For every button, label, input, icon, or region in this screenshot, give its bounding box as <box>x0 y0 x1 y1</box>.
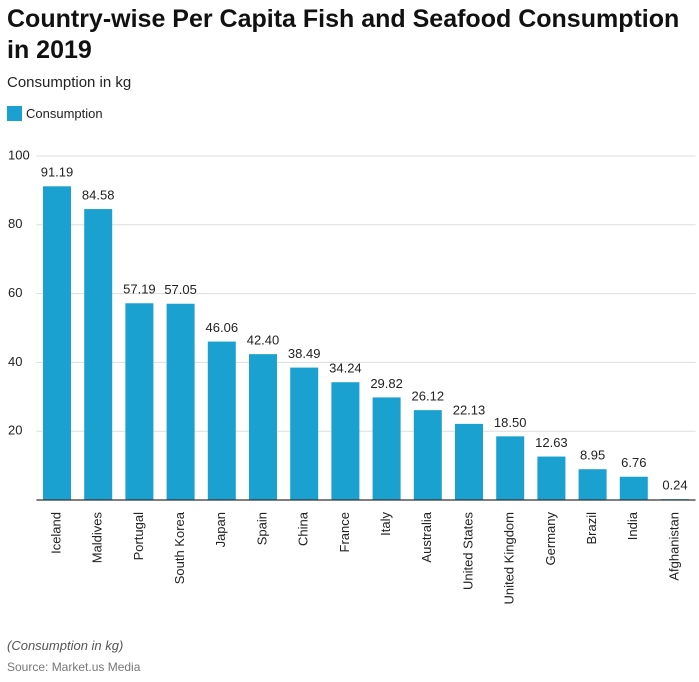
bar <box>249 354 277 500</box>
bar <box>619 476 648 500</box>
value-label: 6.76 <box>621 455 646 470</box>
value-label: 34.24 <box>329 361 362 376</box>
bar <box>331 382 360 500</box>
chart-title: Country-wise Per Capita Fish and Seafood… <box>7 5 680 64</box>
x-tick-label: Japan <box>213 512 228 547</box>
value-label: 22.13 <box>453 402 486 417</box>
x-tick-label: Brazil <box>584 512 599 545</box>
value-label: 57.19 <box>123 282 156 297</box>
y-tick-label: 20 <box>8 423 22 438</box>
y-tick-label: 40 <box>8 354 22 369</box>
y-tick-label: 100 <box>8 147 30 162</box>
bar <box>125 303 154 500</box>
x-tick-label: Afghanistan <box>666 512 681 581</box>
x-tick-label: Spain <box>254 512 269 545</box>
x-tick-label: South Korea <box>172 511 187 584</box>
bar <box>84 209 113 500</box>
value-label: 8.95 <box>580 448 605 463</box>
x-tick-label: Maldives <box>90 512 105 564</box>
bar <box>372 397 401 500</box>
legend-swatch <box>7 106 22 121</box>
value-label: 91.19 <box>41 165 74 180</box>
y-tick-label: 80 <box>8 216 22 231</box>
x-tick-label: India <box>625 511 640 540</box>
value-label: 0.24 <box>662 478 687 493</box>
bar <box>496 436 525 500</box>
value-label: 84.58 <box>82 187 115 202</box>
value-label: 42.40 <box>247 333 280 348</box>
bar <box>578 469 607 500</box>
value-label: 57.05 <box>164 282 197 297</box>
value-label: 26.12 <box>412 389 445 404</box>
value-label: 12.63 <box>535 435 568 450</box>
x-tick-label: Italy <box>378 512 393 536</box>
x-tick-label: China <box>296 511 311 546</box>
x-tick-label: United Kingdom <box>502 512 517 605</box>
bar <box>455 423 483 500</box>
value-label: 46.06 <box>206 320 239 335</box>
bar <box>413 410 442 500</box>
y-tick-label: 60 <box>8 285 22 300</box>
bar <box>43 186 71 500</box>
legend: Consumption <box>7 106 103 121</box>
legend-label: Consumption <box>26 106 103 121</box>
bar <box>537 456 566 500</box>
x-tick-label: Australia <box>419 511 434 562</box>
value-label: 18.50 <box>494 415 527 430</box>
x-tick-label: Iceland <box>48 512 63 554</box>
chart-subtitle: Consumption in kg <box>7 74 132 91</box>
x-tick-label: Germany <box>543 512 558 566</box>
source: Source: Market.us Media <box>7 660 141 674</box>
bar <box>166 303 195 500</box>
chart: 20 40 60 80 100 91.19 Iceland 84.58 Maldives 57.1… <box>8 147 696 605</box>
bar <box>207 341 236 500</box>
x-tick-label: United States <box>460 512 475 591</box>
bar <box>290 367 319 500</box>
x-tick-label: France <box>337 512 352 552</box>
x-tick-label: Portugal <box>131 512 146 561</box>
value-label: 29.82 <box>370 376 403 391</box>
note: (Consumption in kg) <box>7 638 124 653</box>
value-label: 38.49 <box>288 346 321 361</box>
